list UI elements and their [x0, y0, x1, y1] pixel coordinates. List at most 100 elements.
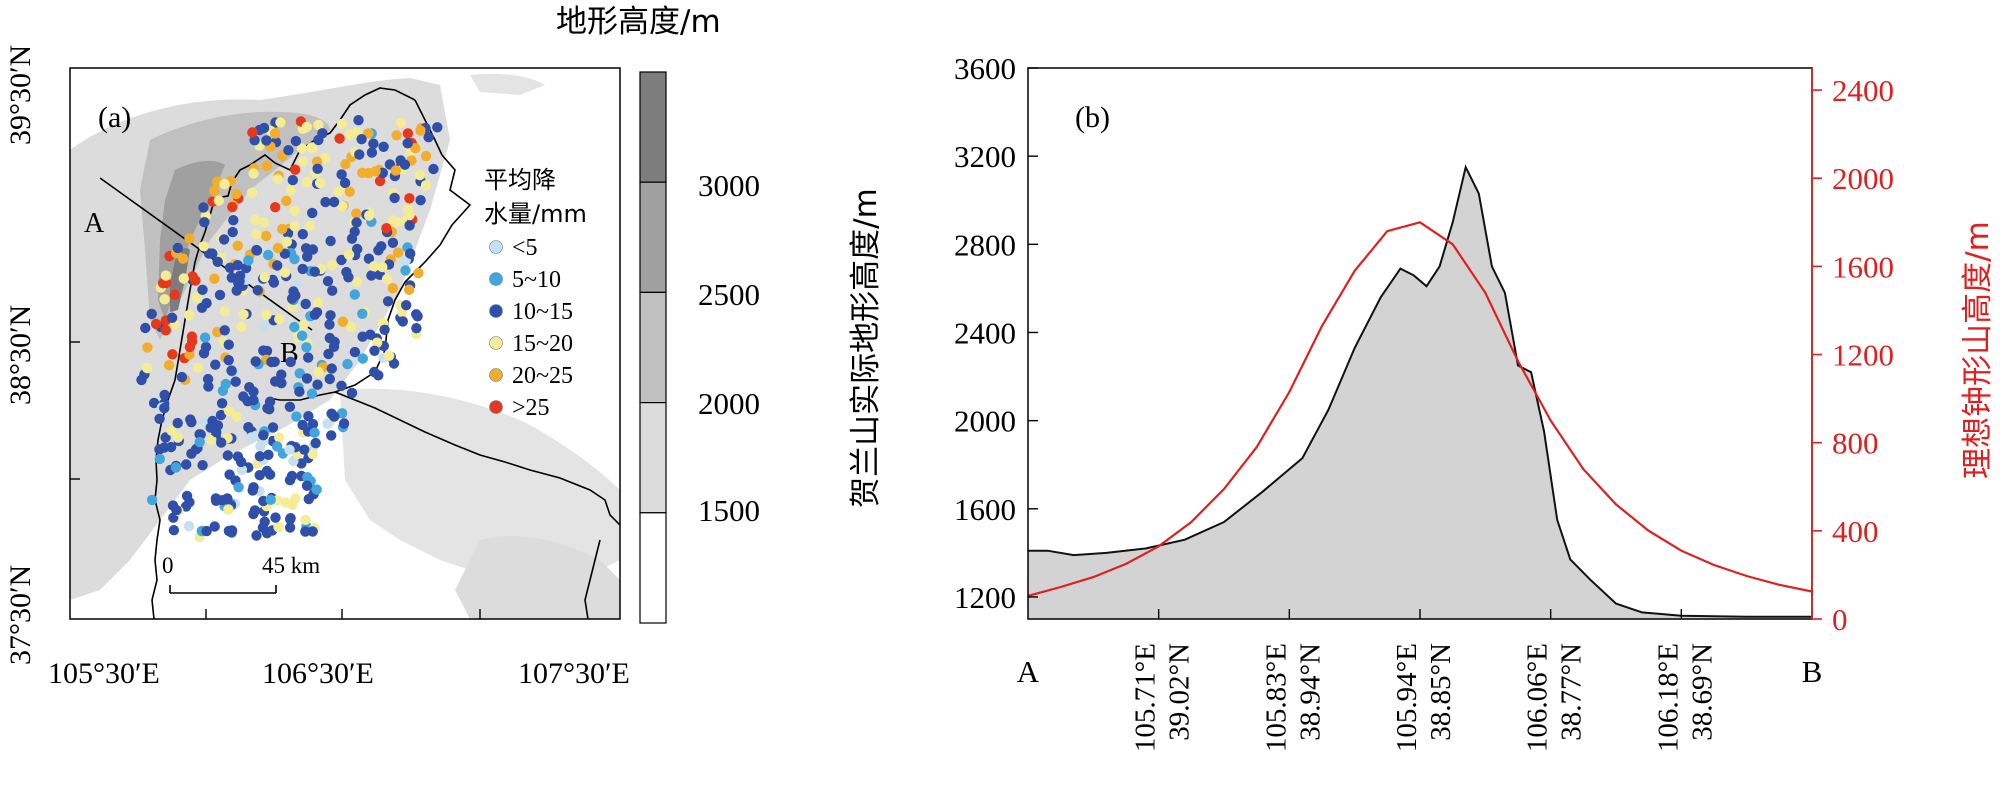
precip-legend-title-2: 水量/mm [484, 200, 587, 228]
station-point [346, 322, 357, 333]
station-point [261, 135, 272, 146]
station-point [334, 133, 345, 144]
station-point [169, 289, 180, 300]
station-point [285, 356, 296, 368]
station-point [317, 128, 328, 139]
station-point [271, 441, 283, 452]
station-point [195, 429, 206, 440]
station-point [336, 408, 348, 419]
station-point [160, 325, 171, 336]
station-point [290, 135, 302, 147]
station-point [209, 185, 220, 197]
x-endpoint-label: A [1017, 654, 1040, 689]
station-point [326, 430, 337, 441]
station-point [301, 176, 313, 188]
chart-plot-area [1028, 164, 1812, 619]
station-point [136, 374, 147, 386]
station-point [160, 270, 172, 281]
colorbar-band-1500 [639, 402, 667, 514]
station-point [356, 134, 367, 145]
station-point [223, 525, 235, 537]
station-point [243, 255, 254, 266]
station-point [212, 256, 223, 267]
map-frame [69, 67, 621, 620]
station-point [336, 118, 348, 129]
station-point [228, 215, 239, 226]
left-axis: 1200 1600 2000 2400 2800 3200 3600 [954, 51, 1038, 615]
station-point [366, 147, 378, 158]
x-tick-lat: 38.94°N [1294, 643, 1326, 741]
station-point [198, 348, 210, 359]
station-point [312, 163, 323, 174]
station-point [296, 143, 308, 154]
station-point [324, 319, 335, 330]
right-tick-label: 0 [1832, 602, 1848, 637]
station-point [272, 174, 283, 185]
station-point [337, 316, 348, 327]
station-point [365, 329, 376, 340]
station-point [363, 253, 375, 264]
station-point [299, 444, 310, 455]
station-point [172, 417, 183, 429]
station-point [404, 193, 415, 204]
station-point [351, 217, 362, 228]
station-point [246, 432, 257, 443]
station-point [329, 411, 340, 422]
station-point [286, 470, 298, 482]
lat-label-1: 39°30′N [4, 45, 37, 145]
station-point [232, 240, 243, 251]
station-point [231, 285, 242, 296]
station-point [274, 432, 285, 443]
left-tick-label: 1600 [954, 492, 1016, 527]
station-point [272, 242, 284, 254]
precip-legend-marker [489, 272, 503, 286]
station-point [214, 289, 226, 301]
x-tick-lat: 38.69°N [1686, 643, 1718, 741]
scale-bar-end: 45 km [262, 553, 320, 578]
station-point [397, 316, 408, 327]
station-point [377, 261, 388, 273]
station-point [209, 273, 220, 284]
station-point [296, 458, 307, 469]
station-point [389, 192, 400, 204]
station-point [168, 525, 180, 536]
station-point [313, 367, 324, 378]
station-point [246, 187, 258, 198]
station-point [423, 132, 434, 143]
lon-label-1: 105°30′E [48, 657, 160, 690]
station-point [402, 138, 413, 149]
right-tick-label: 2000 [1832, 161, 1894, 196]
station-point [172, 242, 183, 254]
station-point [201, 525, 212, 537]
x-tick-lon: 106.06°E [1522, 643, 1554, 752]
right-axis-title: 理想钟形山高度/m [1960, 221, 1996, 479]
map-ticks [70, 341, 481, 619]
station-point [333, 186, 344, 197]
station-point [252, 285, 263, 296]
station-point [351, 208, 362, 219]
station-point [415, 195, 426, 206]
profile-chart: 1200 1600 2000 2400 2800 3200 3600 0 400 800 1200… [848, 51, 1996, 752]
station-point [400, 265, 411, 276]
station-point [352, 243, 363, 255]
precip-legend-marker [489, 304, 503, 318]
station-point [357, 308, 368, 319]
station-point [301, 373, 313, 384]
station-point [369, 345, 380, 356]
station-point [172, 432, 184, 443]
lat-label-3: 37°30′N [4, 565, 37, 665]
station-point [206, 434, 217, 445]
station-point [283, 145, 294, 156]
station-point [227, 226, 238, 238]
panel-label-b: (b) [1075, 101, 1110, 134]
station-point [344, 129, 355, 140]
station-point [301, 342, 312, 353]
station-point [260, 230, 272, 242]
left-tick-label: 2000 [954, 404, 1016, 439]
right-tick-label: 1200 [1832, 338, 1894, 373]
station-point [351, 276, 363, 287]
bell-mountain-line [1028, 221, 1812, 597]
x-tick-lon: 105.94°E [1391, 643, 1423, 752]
station-point [301, 480, 313, 491]
